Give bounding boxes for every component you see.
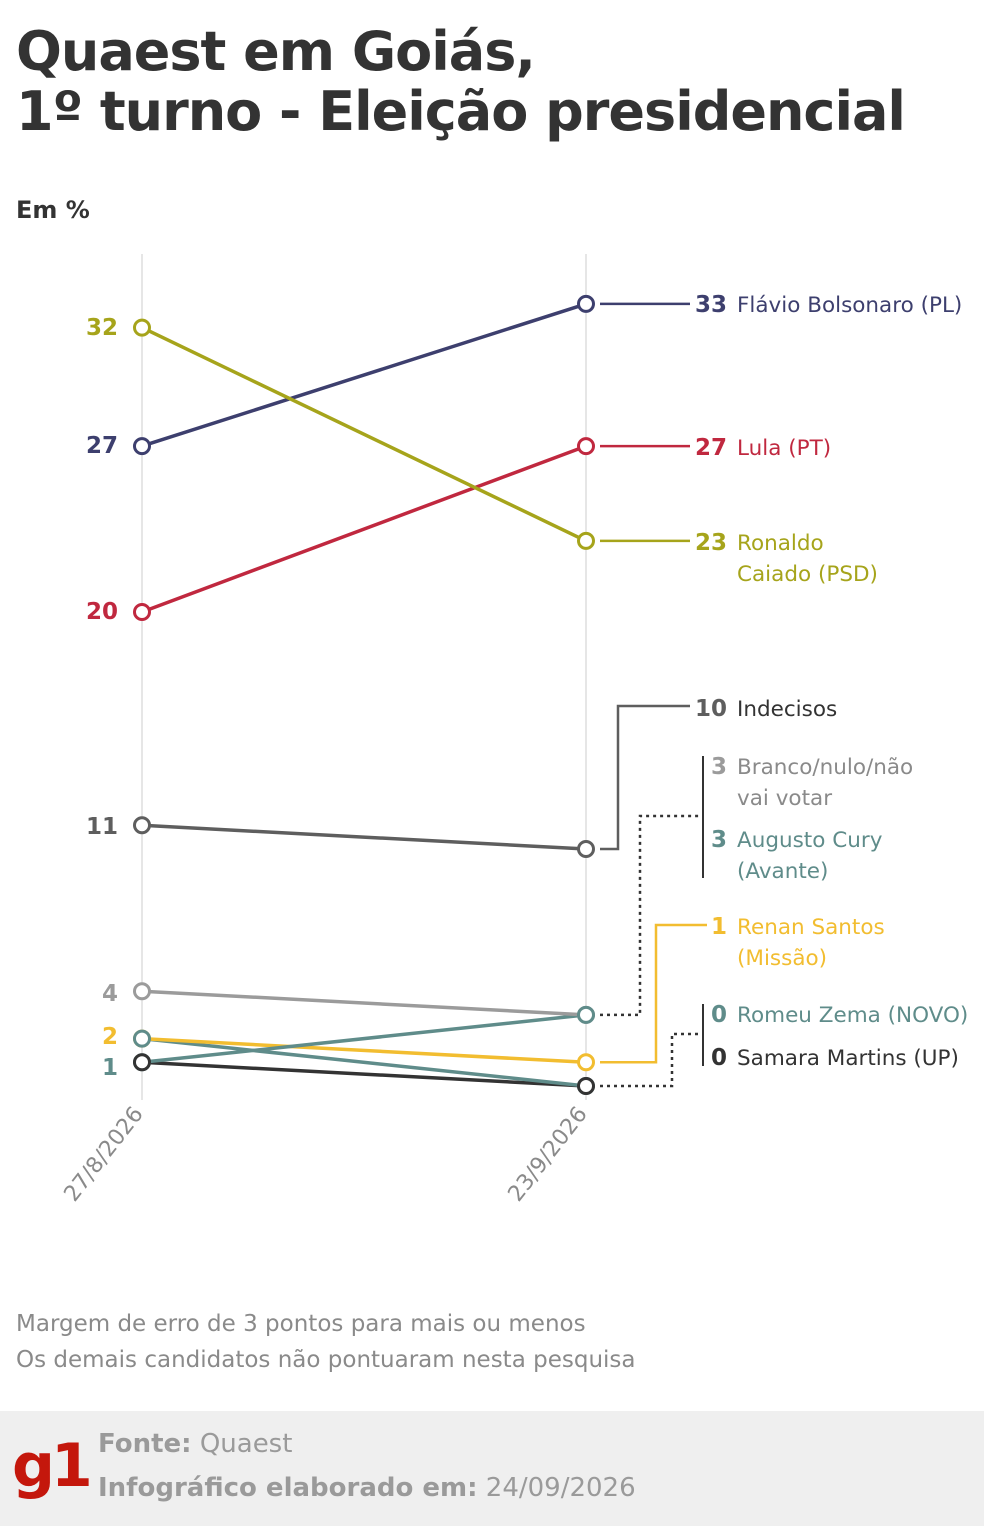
end-name-label: Branco/nulo/não xyxy=(737,755,913,780)
chart-title: Quaest em Goiás, 1º turno - Eleição pres… xyxy=(16,22,976,142)
point-marker xyxy=(133,437,151,456)
series-line xyxy=(140,1036,588,1088)
label-connector xyxy=(600,1032,700,1088)
point-marker xyxy=(577,840,595,858)
end-value-label: 3 xyxy=(711,827,727,853)
point-marker xyxy=(577,1053,595,1072)
chart-notes: Margem de erro de 3 pontos para mais ou … xyxy=(16,1306,635,1378)
x-tick-label: 23/9/2026 xyxy=(504,1102,593,1206)
start-value-label: 1 xyxy=(102,1055,118,1081)
series-line xyxy=(140,1036,588,1065)
label-connector xyxy=(600,704,690,851)
source-label: Fonte: xyxy=(98,1429,192,1459)
title-line-1: Quaest em Goiás, xyxy=(16,20,536,83)
start-value-label: 20 xyxy=(86,599,118,625)
point-marker xyxy=(577,437,595,456)
end-name-label: Ronaldo xyxy=(737,531,824,556)
end-value-label: 3 xyxy=(711,754,727,780)
end-name-label: Caiado (PSD) xyxy=(737,562,878,587)
end-name-label: Indecisos xyxy=(737,697,837,722)
end-name-label: Renan Santos xyxy=(737,915,885,940)
footer: g1 Fonte: Quaest Infográfico elaborado e… xyxy=(0,1411,984,1526)
end-value-label: 33 xyxy=(695,292,727,318)
point-marker xyxy=(133,1029,151,1048)
point-marker xyxy=(133,603,151,621)
end-value-label: 27 xyxy=(695,435,727,461)
label-connector xyxy=(600,923,707,1064)
series-line xyxy=(140,1013,588,1065)
start-value-label: 11 xyxy=(86,814,118,840)
end-value-label: 1 xyxy=(711,914,727,940)
date-value: 24/09/2026 xyxy=(485,1473,636,1503)
end-name-label: (Avante) xyxy=(737,859,828,884)
x-tick-label: 27/8/2026 xyxy=(60,1102,149,1206)
end-value-label: 0 xyxy=(711,1045,727,1071)
point-marker xyxy=(577,531,595,550)
end-name-label: Romeu Zema (NOVO) xyxy=(737,1003,968,1028)
series-line xyxy=(140,823,588,851)
series-line xyxy=(140,444,588,614)
end-name-label: Flávio Bolsonaro (PL) xyxy=(737,293,962,318)
title-line-2: 1º turno - Eleição presidencial xyxy=(16,80,906,143)
source-row: Fonte: Quaest xyxy=(98,1429,292,1459)
start-value-label: 4 xyxy=(102,981,118,1007)
end-name-label: Augusto Cury xyxy=(737,828,883,853)
unit-label: Em % xyxy=(16,196,90,224)
end-value-label: 23 xyxy=(695,530,727,556)
end-name-label: (Missão) xyxy=(737,946,827,971)
end-name-label: Samara Martins (UP) xyxy=(737,1046,959,1071)
point-marker xyxy=(133,982,151,1001)
series-line xyxy=(140,325,588,543)
date-row: Infográfico elaborado em: 24/09/2026 xyxy=(98,1473,636,1503)
series-line xyxy=(140,302,588,448)
point-marker xyxy=(133,1053,151,1072)
point-marker xyxy=(577,1077,595,1095)
note-other-candidates: Os demais candidatos não pontuaram nesta… xyxy=(16,1347,636,1373)
end-name-label: vai votar xyxy=(737,786,832,811)
point-marker xyxy=(577,294,595,313)
date-label: Infográfico elaborado em: xyxy=(98,1473,478,1503)
end-value-label: 10 xyxy=(695,696,727,722)
start-value-label: 27 xyxy=(86,433,118,459)
start-value-label: 2 xyxy=(102,1024,118,1050)
label-connector xyxy=(600,814,700,1017)
point-marker xyxy=(133,318,151,337)
source-value: Quaest xyxy=(199,1429,293,1459)
series-line xyxy=(140,989,588,1017)
g1-logo: g1 xyxy=(12,1431,93,1501)
note-margin-of-error: Margem de erro de 3 pontos para mais ou … xyxy=(16,1311,586,1337)
point-marker xyxy=(577,1005,595,1024)
start-value-label: 32 xyxy=(86,315,118,341)
series-line xyxy=(140,1060,588,1088)
point-marker xyxy=(133,816,151,835)
end-name-label: Lula (PT) xyxy=(737,436,831,461)
end-value-label: 0 xyxy=(711,1002,727,1028)
